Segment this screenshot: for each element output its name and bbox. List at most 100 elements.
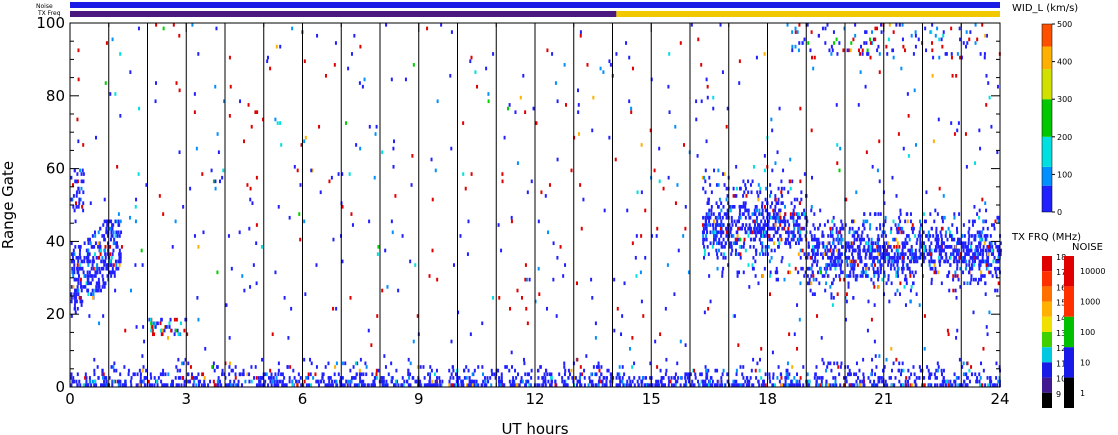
echo-cell — [932, 55, 935, 60]
echo-cell — [92, 259, 95, 264]
echo-cell — [706, 245, 709, 249]
echo-cell — [934, 266, 937, 271]
echo-cell — [474, 379, 477, 384]
echo-cell — [720, 201, 723, 205]
echo-cell — [883, 270, 886, 275]
echo-cell — [223, 99, 226, 104]
echo-cell — [949, 263, 952, 267]
echo-cell — [774, 223, 777, 227]
echo-cell — [881, 277, 884, 282]
echo-cell — [918, 303, 921, 307]
echo-cell — [96, 365, 99, 369]
echo-cell — [961, 234, 964, 238]
echo-cell — [794, 234, 797, 238]
echo-cell — [958, 26, 961, 31]
echo-cell — [629, 383, 632, 387]
echo-cell — [586, 63, 589, 67]
echo-cell — [354, 361, 357, 366]
echo-cell — [300, 383, 303, 387]
echo-cell — [113, 270, 116, 275]
echo-cell — [738, 205, 741, 209]
echo-cell — [80, 179, 83, 184]
echo-cell — [293, 164, 296, 169]
echo-cell — [726, 226, 729, 231]
echo-cell — [884, 252, 887, 256]
echo-cell — [999, 241, 1002, 246]
echo-cell — [791, 365, 794, 369]
echo-cell — [467, 219, 470, 224]
echo-cell — [491, 372, 494, 377]
echo-cell — [77, 255, 80, 260]
echo-cell — [735, 248, 738, 253]
echo-cell — [849, 245, 852, 249]
echo-cell — [72, 270, 75, 275]
echo-cell — [959, 383, 962, 387]
echo-cell — [154, 81, 157, 85]
echo-cell — [808, 266, 811, 271]
echo-cell — [789, 245, 792, 249]
echo-cell — [103, 197, 106, 202]
echo-cell — [878, 379, 881, 384]
echo-cell — [789, 157, 792, 162]
echo-cell — [932, 234, 935, 238]
echo-cell — [82, 208, 85, 213]
echo-cell — [992, 252, 995, 256]
echo-cell — [230, 383, 233, 387]
y-tick-label: 0 — [55, 378, 65, 396]
echo-cell — [167, 372, 170, 377]
echo-cell — [880, 376, 883, 380]
echo-cell — [758, 212, 761, 216]
echo-cell — [365, 365, 368, 369]
echo-cell — [416, 314, 419, 318]
echo-cell — [976, 230, 979, 235]
echo-cell — [861, 230, 864, 235]
echo-cell — [838, 263, 841, 267]
echo-cell — [416, 365, 419, 369]
echo-cell — [214, 84, 217, 89]
echo-cell — [913, 255, 916, 260]
echo-cell — [809, 266, 812, 271]
echo-cell — [898, 292, 901, 296]
echo-cell — [588, 376, 591, 380]
echo-cell — [903, 241, 906, 246]
echo-cell — [738, 208, 741, 213]
echo-cell — [783, 215, 786, 220]
echo-cell — [112, 263, 115, 267]
echo-cell — [500, 376, 503, 380]
echo-cell — [937, 241, 940, 246]
echo-cell — [974, 234, 977, 238]
echo-cell — [864, 270, 867, 275]
echo-cell — [901, 23, 904, 27]
echo-cell — [889, 230, 892, 235]
echo-cell — [764, 245, 767, 249]
width-colorbar-label: 100 — [1057, 170, 1072, 179]
echo-cell — [968, 263, 971, 267]
echo-cell — [600, 372, 603, 377]
echo-cell — [665, 368, 668, 373]
echo-cell — [952, 248, 955, 253]
echo-cell — [732, 234, 735, 238]
echo-cell — [483, 376, 486, 380]
echo-cell — [995, 376, 998, 380]
echo-cell — [880, 234, 883, 238]
echo-cell — [738, 245, 741, 249]
echo-cell — [510, 383, 513, 387]
echo-cell — [116, 241, 119, 246]
echo-cell — [933, 372, 936, 377]
echo-cell — [771, 128, 774, 133]
echo-cell — [859, 383, 862, 387]
echo-cell — [368, 219, 371, 224]
echo-cell — [997, 219, 1000, 224]
echo-cell — [848, 368, 851, 373]
echo-cell — [825, 368, 828, 373]
echo-cell — [879, 223, 882, 227]
echo-cell — [717, 248, 720, 253]
echo-cell — [900, 368, 903, 373]
echo-cell — [667, 175, 670, 180]
echo-cell — [822, 234, 825, 238]
echo-cell — [316, 379, 319, 384]
echo-cell — [809, 255, 812, 260]
echo-cell — [359, 44, 362, 49]
echo-cell — [457, 383, 460, 387]
